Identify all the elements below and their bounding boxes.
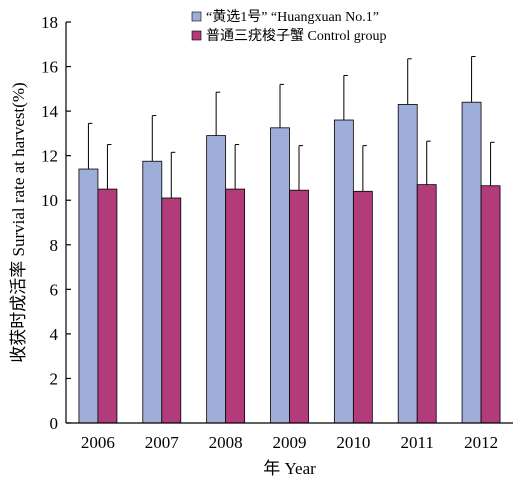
bar-huangxuan-2011 [397,104,418,424]
x-tick-label: 2008 [209,433,243,452]
bar-control-2011 [416,184,437,424]
y-tick-label: 8 [50,236,59,255]
y-tick-label: 2 [50,369,59,388]
error-bars-layer [87,56,495,198]
x-tick-label: 2006 [81,433,115,452]
legend: “黄选1号” “Huangxuan No.1” 普通三疣梭子蟹 Control g… [191,8,386,44]
bar-huangxuan-2010 [333,119,354,424]
y-tick-label: 0 [50,414,59,433]
legend-swatch-control [191,30,202,41]
bar-huangxuan-2008 [206,135,227,424]
y-tick-label: 6 [50,280,59,299]
legend-label-huangxuan: “黄选1号” “Huangxuan No.1” [206,8,379,25]
y-tick-label: 12 [41,147,58,166]
legend-swatch-huangxuan [191,11,202,22]
y-tick-label: 10 [41,191,58,210]
x-axis-title: 年 Year [263,459,316,478]
x-tick-label: 2011 [401,433,434,452]
bar-huangxuan-2007 [142,160,163,424]
x-tick-label: 2010 [336,433,370,452]
x-tick-label: 2009 [273,433,307,452]
y-tick-label: 16 [41,58,58,77]
bar-control-2012 [480,185,501,424]
x-tick-label: 2012 [464,433,498,452]
legend-label-control: 普通三疣梭子蟹 Control group [206,27,386,44]
bar-huangxuan-2006 [78,168,99,424]
bar-huangxuan-2012 [461,101,482,424]
bar-control-2010 [352,190,373,424]
x-tick-label: 2007 [145,433,180,452]
bar-huangxuan-2009 [270,127,290,424]
bar-control-2008 [225,188,246,424]
bar-control-2006 [97,188,118,424]
y-tick-label: 18 [41,13,58,32]
axes-layer: 2006 2007 2008 2009 2010 2011 2012 0 2 4 6 8 10 12 14 1… [41,13,513,452]
bar-control-2007 [161,197,182,424]
y-axis-title: 收获时成活率 Survial rate at harvest(%) [9,82,28,362]
bar-control-2009 [289,189,309,424]
y-tick-label: 4 [50,325,59,344]
y-tick-label: 14 [41,102,59,121]
bars-layer [78,101,501,424]
